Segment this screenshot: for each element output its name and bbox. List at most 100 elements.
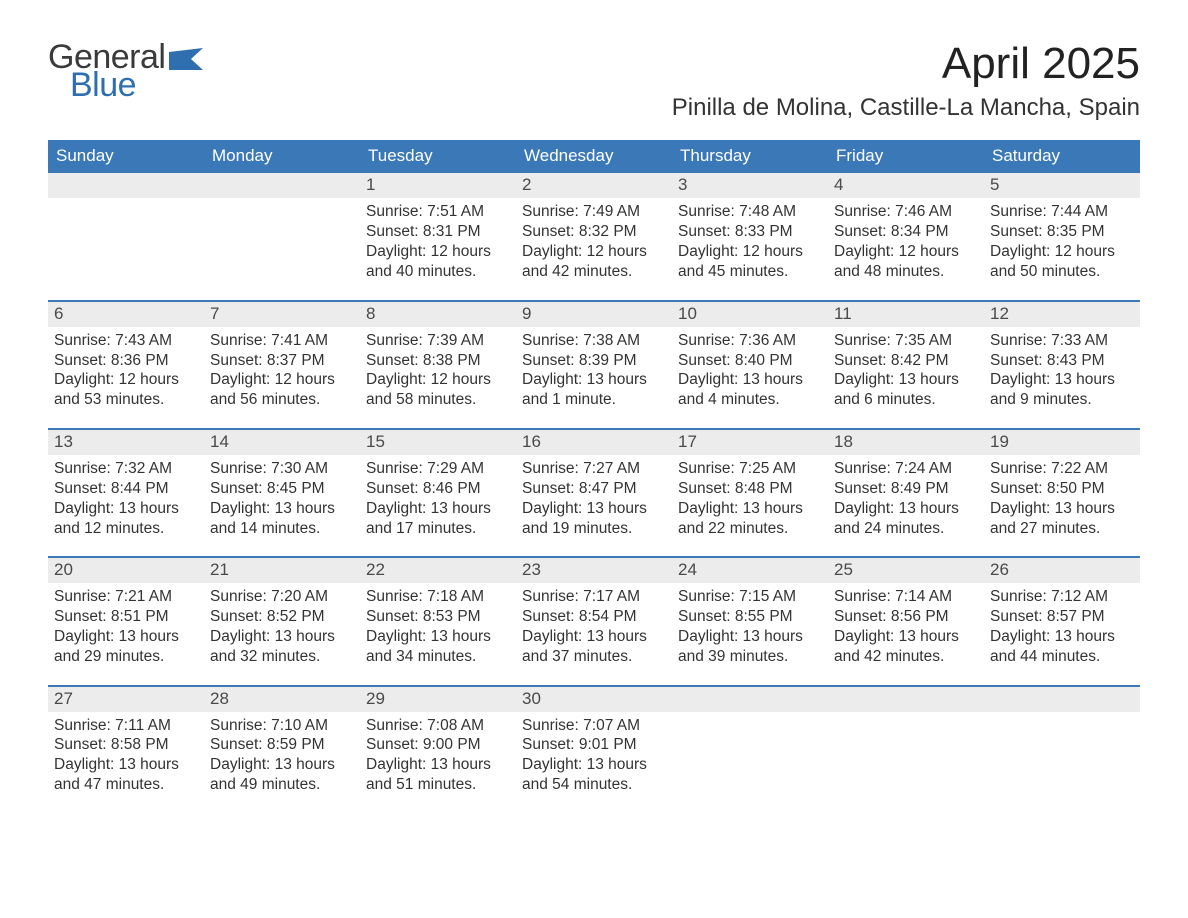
calendar-cell: 25Sunrise: 7:14 AMSunset: 8:56 PMDayligh…	[828, 558, 984, 666]
daylight-text: Daylight: 13 hours and 42 minutes.	[834, 627, 978, 667]
calendar-cell: 9 Sunrise: 7:38 AMSunset: 8:39 PMDaylight…	[516, 302, 672, 410]
calendar-body: 1Sunrise: 7:51 AMSunset: 8:31 PMDaylight…	[48, 173, 1140, 795]
daylight-text: Daylight: 12 hours and 56 minutes.	[210, 370, 354, 410]
day-number: 21	[204, 558, 360, 583]
day-data: Sunrise: 7:20 AMSunset: 8:52 PMDaylight:…	[210, 587, 354, 666]
day-data: Sunrise: 7:12 AMSunset: 8:57 PMDaylight:…	[990, 587, 1134, 666]
calendar-cell: 13Sunrise: 7:32 AMSunset: 8:44 PMDayligh…	[48, 430, 204, 538]
day-number: 19	[984, 430, 1140, 455]
sunrise-text: Sunrise: 7:35 AM	[834, 331, 978, 351]
calendar-cell	[984, 687, 1140, 795]
day-number: 2	[516, 173, 672, 198]
sunset-text: Sunset: 8:54 PM	[522, 607, 666, 627]
daylight-text: Daylight: 12 hours and 50 minutes.	[990, 242, 1134, 282]
daylight-text: Daylight: 13 hours and 22 minutes.	[678, 499, 822, 539]
day-data: Sunrise: 7:11 AMSunset: 8:58 PMDaylight:…	[54, 716, 198, 795]
day-number: 12	[984, 302, 1140, 327]
calendar-cell: 11Sunrise: 7:35 AMSunset: 8:42 PMDayligh…	[828, 302, 984, 410]
sunrise-text: Sunrise: 7:49 AM	[522, 202, 666, 222]
calendar-cell: 10Sunrise: 7:36 AMSunset: 8:40 PMDayligh…	[672, 302, 828, 410]
calendar-cell: 14 Sunrise: 7:30 AMSunset: 8:45 PMDayligh…	[204, 430, 360, 538]
calendar-cell: 30Sunrise: 7:07 AMSunset: 9:01 PMDayligh…	[516, 687, 672, 795]
sunset-text: Sunset: 8:37 PM	[210, 351, 354, 371]
day-number: 3	[672, 173, 828, 198]
sunrise-text: Sunrise: 7:30 AM	[210, 459, 354, 479]
calendar-cell: 4Sunrise: 7:46 AMSunset: 8:34 PMDaylight…	[828, 173, 984, 281]
logo-text-blue: Blue	[70, 68, 136, 102]
daylight-text: Daylight: 13 hours and 34 minutes.	[366, 627, 510, 667]
calendar-cell	[828, 687, 984, 795]
day-number: 16	[516, 430, 672, 455]
sunset-text: Sunset: 8:55 PM	[678, 607, 822, 627]
sunrise-text: Sunrise: 7:41 AM	[210, 331, 354, 351]
day-number: 17	[672, 430, 828, 455]
daylight-text: Daylight: 13 hours and 12 minutes.	[54, 499, 198, 539]
brand-logo: General Blue	[48, 40, 203, 102]
day-data: Sunrise: 7:29 AMSunset: 8:46 PMDaylight:…	[366, 459, 510, 538]
header-row: General Blue April 2025 Pinilla de Molin…	[48, 40, 1140, 122]
day-data: Sunrise: 7:14 AMSunset: 8:56 PMDaylight:…	[834, 587, 978, 666]
daylight-text: Daylight: 13 hours and 49 minutes.	[210, 755, 354, 795]
day-number: 15	[360, 430, 516, 455]
day-data: Sunrise: 7:41 AMSunset: 8:37 PMDaylight:…	[210, 331, 354, 410]
sunrise-text: Sunrise: 7:25 AM	[678, 459, 822, 479]
day-number: 9	[516, 302, 672, 327]
title-block: April 2025 Pinilla de Molina, Castille-L…	[672, 40, 1140, 122]
sunrise-text: Sunrise: 7:36 AM	[678, 331, 822, 351]
daylight-text: Daylight: 13 hours and 9 minutes.	[990, 370, 1134, 410]
sunrise-text: Sunrise: 7:20 AM	[210, 587, 354, 607]
daylight-text: Daylight: 13 hours and 6 minutes.	[834, 370, 978, 410]
daylight-text: Daylight: 13 hours and 14 minutes.	[210, 499, 354, 539]
day-data: Sunrise: 7:49 AMSunset: 8:32 PMDaylight:…	[522, 202, 666, 281]
day-data: Sunrise: 7:36 AMSunset: 8:40 PMDaylight:…	[678, 331, 822, 410]
day-number	[828, 687, 984, 712]
sunset-text: Sunset: 8:46 PM	[366, 479, 510, 499]
sunrise-text: Sunrise: 7:10 AM	[210, 716, 354, 736]
daylight-text: Daylight: 12 hours and 53 minutes.	[54, 370, 198, 410]
day-number: 13	[48, 430, 204, 455]
calendar-cell: 24Sunrise: 7:15 AMSunset: 8:55 PMDayligh…	[672, 558, 828, 666]
sunset-text: Sunset: 8:45 PM	[210, 479, 354, 499]
daylight-text: Daylight: 12 hours and 58 minutes.	[366, 370, 510, 410]
day-number: 7	[204, 302, 360, 327]
day-data: Sunrise: 7:24 AMSunset: 8:49 PMDaylight:…	[834, 459, 978, 538]
day-number: 11	[828, 302, 984, 327]
sunset-text: Sunset: 8:35 PM	[990, 222, 1134, 242]
day-number: 1	[360, 173, 516, 198]
calendar-cell: 27 Sunrise: 7:11 AMSunset: 8:58 PMDayligh…	[48, 687, 204, 795]
calendar-cell	[48, 173, 204, 281]
day-data: Sunrise: 7:10 AMSunset: 8:59 PMDaylight:…	[210, 716, 354, 795]
weekday-label: Monday	[204, 140, 360, 173]
day-data: Sunrise: 7:21 AMSunset: 8:51 PMDaylight:…	[54, 587, 198, 666]
weekday-label: Saturday	[984, 140, 1140, 173]
calendar-cell: 8Sunrise: 7:39 AMSunset: 8:38 PMDaylight…	[360, 302, 516, 410]
calendar-cell: 1Sunrise: 7:51 AMSunset: 8:31 PMDaylight…	[360, 173, 516, 281]
daylight-text: Daylight: 12 hours and 40 minutes.	[366, 242, 510, 282]
calendar-cell: 28 Sunrise: 7:10 AMSunset: 8:59 PMDayligh…	[204, 687, 360, 795]
sunset-text: Sunset: 8:47 PM	[522, 479, 666, 499]
sunset-text: Sunset: 9:00 PM	[366, 735, 510, 755]
day-number: 6	[48, 302, 204, 327]
sunrise-text: Sunrise: 7:22 AM	[990, 459, 1134, 479]
calendar-cell: 29Sunrise: 7:08 AMSunset: 9:00 PMDayligh…	[360, 687, 516, 795]
weekday-label: Friday	[828, 140, 984, 173]
sunrise-text: Sunrise: 7:48 AM	[678, 202, 822, 222]
day-number: 28	[204, 687, 360, 712]
day-number: 27	[48, 687, 204, 712]
day-data: Sunrise: 7:38 AMSunset: 8:39 PMDaylight:…	[522, 331, 666, 410]
day-data: Sunrise: 7:07 AMSunset: 9:01 PMDaylight:…	[522, 716, 666, 795]
weekday-label: Tuesday	[360, 140, 516, 173]
calendar-cell: 22Sunrise: 7:18 AMSunset: 8:53 PMDayligh…	[360, 558, 516, 666]
calendar-cell: 12Sunrise: 7:33 AMSunset: 8:43 PMDayligh…	[984, 302, 1140, 410]
daylight-text: Daylight: 13 hours and 32 minutes.	[210, 627, 354, 667]
daylight-text: Daylight: 12 hours and 42 minutes.	[522, 242, 666, 282]
sunrise-text: Sunrise: 7:11 AM	[54, 716, 198, 736]
sunset-text: Sunset: 8:43 PM	[990, 351, 1134, 371]
calendar-cell: 3Sunrise: 7:48 AMSunset: 8:33 PMDaylight…	[672, 173, 828, 281]
sunset-text: Sunset: 8:39 PM	[522, 351, 666, 371]
day-number: 29	[360, 687, 516, 712]
day-number: 14	[204, 430, 360, 455]
location-text: Pinilla de Molina, Castille-La Mancha, S…	[672, 94, 1140, 122]
sunrise-text: Sunrise: 7:51 AM	[366, 202, 510, 222]
day-number: 24	[672, 558, 828, 583]
